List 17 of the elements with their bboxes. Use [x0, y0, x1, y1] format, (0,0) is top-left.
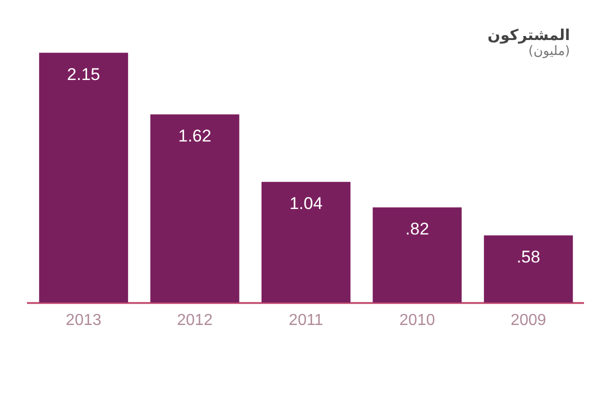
chart-subtitle: (مليون) — [527, 44, 570, 59]
data-label: 2.15 — [67, 64, 100, 84]
x-tick-label: 2009 — [510, 312, 546, 329]
data-label: 1.62 — [178, 126, 212, 146]
bar — [150, 114, 240, 303]
x-tick-label: 2012 — [177, 312, 213, 329]
x-tick-label: 2010 — [399, 312, 436, 329]
data-label: .58 — [516, 248, 540, 267]
bar — [262, 182, 350, 303]
data-label: .82 — [405, 220, 430, 239]
bar — [372, 207, 462, 303]
bar — [39, 52, 128, 303]
bar — [484, 235, 573, 303]
x-tick-label: 2013 — [66, 312, 102, 329]
x-tick-label: 2011 — [288, 312, 324, 329]
chart-title: المشتركون — [488, 26, 570, 44]
data-label: 1.04 — [289, 194, 323, 214]
